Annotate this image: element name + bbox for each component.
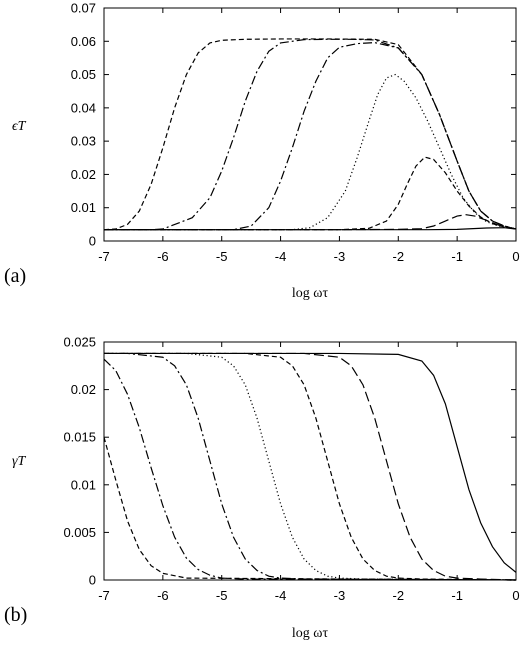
x-tick-label: 0 [512, 588, 519, 603]
x-tick-label: -2 [393, 249, 405, 264]
x-tick-label: -3 [334, 588, 346, 603]
series-line-3 [104, 352, 517, 581]
y-tick-label: 0.03 [71, 134, 96, 149]
panel-label: (a) [4, 265, 26, 287]
y-tick-label: 0.02 [71, 167, 96, 182]
panel-label: (b) [4, 604, 27, 626]
x-tick-label: -4 [275, 588, 287, 603]
x-tick-label: 0 [512, 249, 519, 264]
x-tick-label: -4 [275, 249, 287, 264]
y-tick-label: 0.07 [71, 1, 96, 16]
y-tick-label: 0.01 [71, 200, 96, 215]
series-line-7 [103, 38, 517, 231]
x-tick-label: -5 [216, 588, 228, 603]
series-line-3 [104, 156, 517, 231]
y-tick-label: 0.02 [71, 382, 96, 397]
series-line-6 [103, 358, 517, 581]
y-axis-label: γT [12, 454, 27, 469]
y-tick-label: 0 [89, 234, 96, 249]
y-axis-label: ϵT [12, 119, 27, 134]
x-tick-label: -7 [98, 588, 110, 603]
series-line-7 [103, 437, 517, 581]
x-tick-label: -6 [157, 588, 169, 603]
series-line-4 [104, 352, 517, 581]
chart-panel-b: -7 -6 -5 -4 -3 -2 -1 0 0 0.005 0.01 0.015 0.02 0.025 l… [4, 335, 520, 642]
x-tick-label: -2 [393, 588, 405, 603]
y-tick-label: 0.05 [71, 67, 96, 82]
y-tick-label: 0.005 [63, 525, 96, 540]
x-tick-label: -1 [451, 249, 463, 264]
x-tick-label: -1 [451, 588, 463, 603]
x-axis-label: log ωτ [292, 626, 329, 641]
series-line-2 [104, 352, 517, 581]
plot-frame [103, 341, 517, 581]
x-tick-label: -6 [157, 249, 169, 264]
y-tick-label: 0 [89, 573, 96, 588]
chart-panel-a: -7 -6 -5 -4 -3 -2 -1 0 0 0.01 0.02 0.03 0.04 0.05 0.06… [4, 1, 520, 302]
series-line-1 [104, 352, 517, 573]
x-axis-label: log ωτ [292, 286, 329, 301]
y-tick-label: 0.06 [71, 34, 96, 49]
x-tick-label: -7 [98, 249, 110, 264]
series-line-5 [104, 352, 517, 581]
x-tick-label: -5 [216, 249, 228, 264]
series-line-6 [104, 38, 517, 231]
y-tick-label: 0.015 [63, 430, 96, 445]
plot-frame [103, 7, 517, 242]
y-tick-label: 0.025 [63, 335, 96, 350]
x-tick-label: -3 [334, 249, 346, 264]
y-tick-label: 0.04 [71, 100, 96, 115]
y-tick-label: 0.01 [71, 477, 96, 492]
